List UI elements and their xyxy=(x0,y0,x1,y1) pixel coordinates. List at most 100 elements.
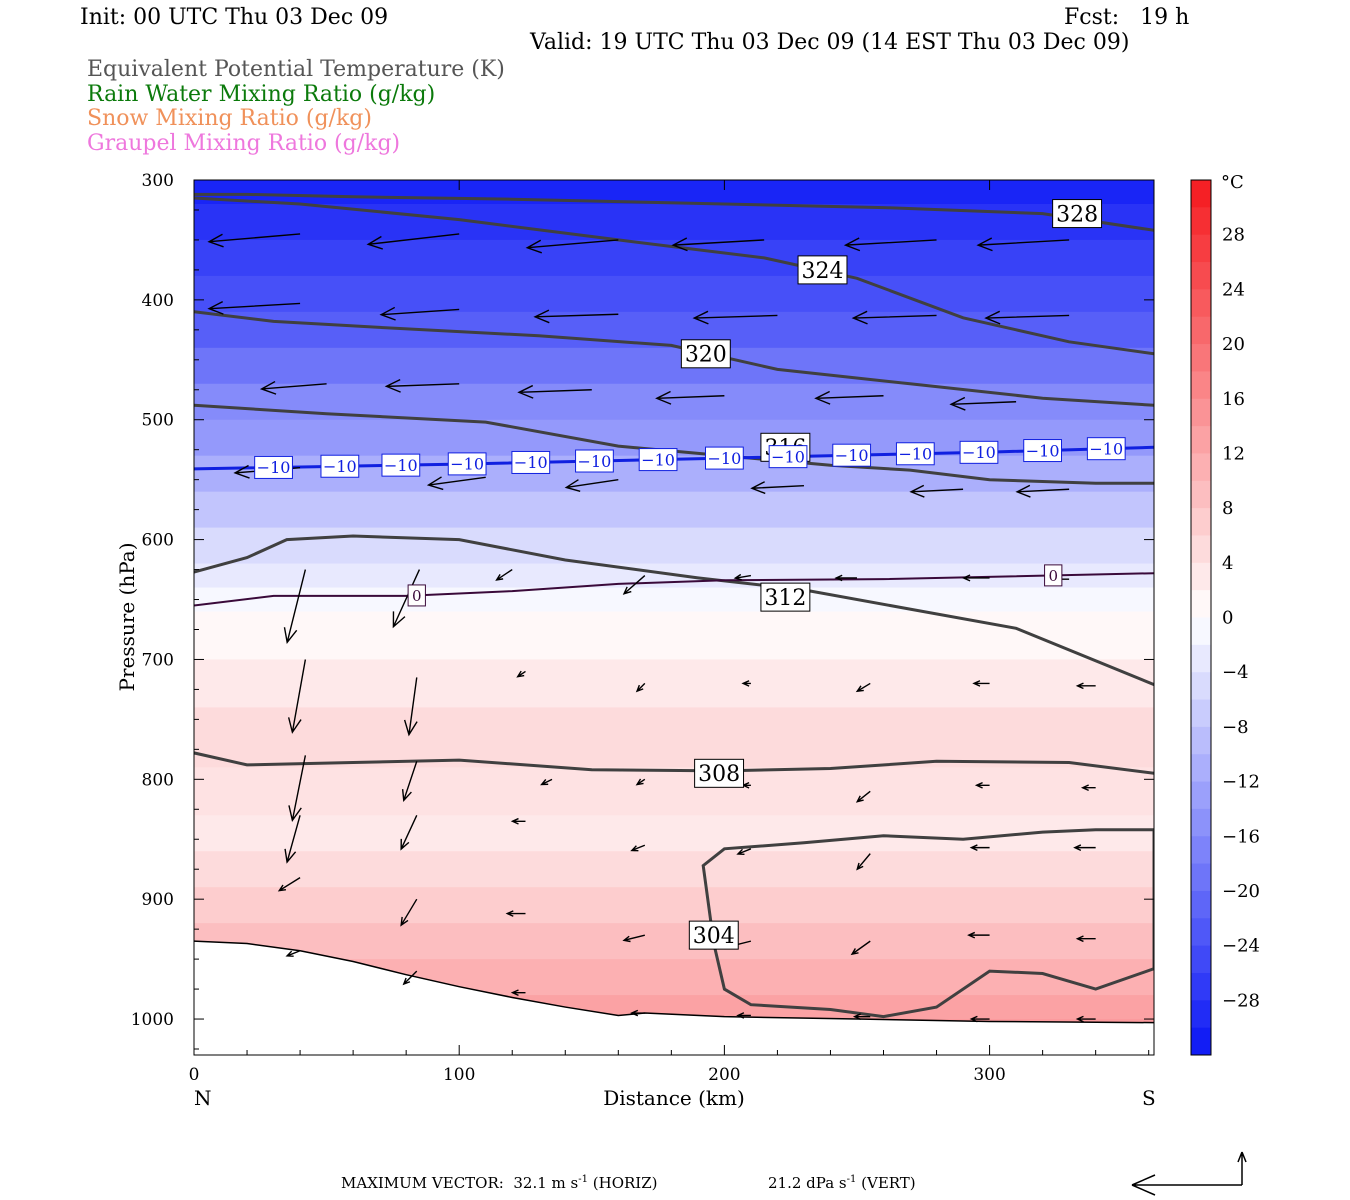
x-tick-label: 100 xyxy=(443,1065,475,1085)
wind-vector xyxy=(392,569,421,629)
isotherm-label-box xyxy=(320,454,360,478)
wind-vector xyxy=(972,680,990,687)
theta-e-label-304: 304 xyxy=(693,924,735,949)
wind-vector xyxy=(426,476,486,491)
wind-vector xyxy=(517,384,592,399)
wind-vector xyxy=(1073,844,1096,851)
theta-e-label-312-box xyxy=(760,582,811,612)
wind-vector xyxy=(540,778,553,786)
theta-e-contour-324 xyxy=(194,196,1154,356)
isotherm-label: 0 xyxy=(1048,567,1058,585)
wind-vector xyxy=(961,574,990,582)
temperature-band xyxy=(194,587,1154,613)
isotherm-label: −10 xyxy=(835,446,869,465)
wind-vector xyxy=(834,574,857,582)
wind-vector xyxy=(974,781,990,789)
temperature-band xyxy=(194,767,1154,817)
y-axis-label: Pressure (hPa) xyxy=(115,543,139,692)
colorbar-tick-label: −24 xyxy=(1222,936,1260,957)
wind-vector xyxy=(967,931,990,939)
colorbar-swatch xyxy=(1191,644,1211,673)
wind-vector xyxy=(852,1013,871,1020)
colorbar-unit: °C xyxy=(1221,172,1244,193)
wind-vector xyxy=(855,790,871,803)
colorbar-tick-label: −20 xyxy=(1222,881,1260,902)
footer-horiz-unit: (HORIZ) xyxy=(592,1174,658,1192)
wind-vector xyxy=(630,844,646,852)
wind-vector xyxy=(750,481,804,495)
wind-vector xyxy=(635,778,646,786)
colorbar-swatch xyxy=(1191,453,1211,482)
wind-vector xyxy=(850,940,871,956)
isotherm-label-box xyxy=(832,443,872,467)
footer-horiz-value: 32.1 m s xyxy=(513,1174,579,1192)
wind-vector xyxy=(277,877,301,892)
field-label-rain: Rain Water Mixing Ratio (g/kg) xyxy=(87,82,436,107)
temperature-band xyxy=(194,887,1154,925)
wind-vector xyxy=(510,817,526,825)
x-tick-label: 0 xyxy=(189,1065,200,1085)
colorbar-swatch xyxy=(1191,863,1211,892)
wind-vector xyxy=(495,568,513,581)
colorbar-swatch xyxy=(1191,207,1211,236)
wind-vector xyxy=(736,1012,751,1019)
temperature-band xyxy=(194,611,1154,661)
terrain-line xyxy=(194,940,1154,1024)
isotherm-label: 0 xyxy=(412,587,422,605)
wind-vector xyxy=(843,237,937,252)
colorbar-swatch xyxy=(1191,672,1211,701)
wind-vector xyxy=(851,310,937,325)
wind-vector xyxy=(207,233,301,248)
x-tick-label: 300 xyxy=(973,1065,1005,1085)
wind-vector xyxy=(630,1009,645,1017)
colorbar-swatch xyxy=(1191,726,1211,755)
colorbar-tick-label: 20 xyxy=(1222,334,1245,355)
isotherm-0 xyxy=(194,572,1154,607)
y-tick-label: 600 xyxy=(142,531,174,551)
theta-e-label-320-box xyxy=(680,339,731,369)
wind-vector xyxy=(285,950,301,957)
colorbar-swatch xyxy=(1191,1000,1211,1029)
colorbar-swatch xyxy=(1191,562,1211,591)
theta-e-label-324-box xyxy=(797,255,848,285)
colorbar-swatch xyxy=(1191,535,1211,564)
footer-vert-value: 21.2 dPa s xyxy=(768,1174,847,1192)
wind-vector xyxy=(655,390,725,405)
colorbar-swatch xyxy=(1191,972,1211,1001)
x-tick-label: 200 xyxy=(708,1065,740,1085)
forecast-hour: Fcst: 19 h xyxy=(1064,5,1190,30)
theta-e-label-308-box xyxy=(694,758,745,788)
isotherm-label-box xyxy=(959,440,999,464)
wind-vector xyxy=(856,853,871,871)
field-label-snow: Snow Mixing Ratio (g/kg) xyxy=(87,106,372,131)
footer-vertical-max: 21.2 dPa s-1 (VERT) xyxy=(768,1174,916,1192)
theta-e-label-308: 308 xyxy=(698,762,740,787)
isotherm-label-box xyxy=(407,584,426,607)
wind-vector xyxy=(510,989,526,997)
isotherm-label-box xyxy=(254,455,293,479)
wind-vector xyxy=(403,677,418,737)
colorbar-tick-label: 0 xyxy=(1222,608,1233,629)
colorbar-swatch xyxy=(1191,508,1211,536)
wind-vector xyxy=(976,237,1070,252)
wind-vector xyxy=(1075,682,1096,690)
theta-e-contour-320 xyxy=(194,310,1154,407)
wind-vector xyxy=(736,848,752,856)
footer-label: MAXIMUM VECTOR: xyxy=(341,1174,504,1192)
field-label-theta-e: Equivalent Potential Temperature (K) xyxy=(87,57,505,82)
reference-horizontal-arrow xyxy=(1131,1174,1242,1196)
x-end-label-north: N xyxy=(194,1086,212,1110)
colorbar-swatch xyxy=(1191,890,1211,919)
colorbar-tick-label: −4 xyxy=(1222,662,1249,683)
colorbar-tick-label: 12 xyxy=(1222,443,1245,464)
wind-vector xyxy=(1015,484,1070,498)
isotherm-label: −10 xyxy=(384,456,418,475)
isotherm-label-box xyxy=(895,442,935,466)
colorbar-tick-label: 4 xyxy=(1222,553,1233,574)
isotherm-label: −10 xyxy=(450,455,484,474)
wind-vector xyxy=(283,569,307,645)
colorbar-swatch xyxy=(1191,480,1211,509)
wind-vector xyxy=(1075,1015,1096,1023)
y-tick-label: 800 xyxy=(142,770,174,790)
